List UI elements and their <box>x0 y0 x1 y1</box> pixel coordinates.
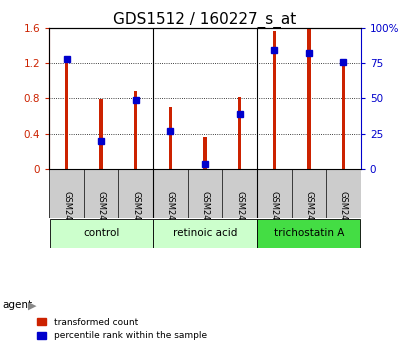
Legend: transformed count, percentile rank within the sample: transformed count, percentile rank withi… <box>37 318 206 341</box>
Bar <box>306 29 310 169</box>
Text: GSM24145: GSM24145 <box>234 191 243 237</box>
Text: control: control <box>83 228 119 238</box>
Text: GSM24146: GSM24146 <box>269 191 278 237</box>
Bar <box>153 219 256 248</box>
Text: agent: agent <box>2 300 32 310</box>
Bar <box>257 219 360 248</box>
Bar <box>203 137 206 169</box>
Text: GSM24055: GSM24055 <box>131 191 140 237</box>
Text: GSM24143: GSM24143 <box>166 191 175 237</box>
Text: retinoic acid: retinoic acid <box>172 228 237 238</box>
Bar <box>237 97 241 169</box>
Title: GDS1512 / 160227_s_at: GDS1512 / 160227_s_at <box>113 11 296 28</box>
Bar <box>134 91 137 169</box>
Bar <box>272 31 275 169</box>
Bar <box>65 61 68 169</box>
Text: ▶: ▶ <box>28 300 36 310</box>
Text: trichostatin A: trichostatin A <box>273 228 343 238</box>
Bar <box>49 219 152 248</box>
Bar <box>168 107 172 169</box>
Bar <box>341 63 344 169</box>
Text: GSM24054: GSM24054 <box>97 191 106 237</box>
Text: GSM24053: GSM24053 <box>62 191 71 237</box>
Text: GSM24147: GSM24147 <box>303 191 312 237</box>
Text: GSM24144: GSM24144 <box>200 191 209 237</box>
Text: GSM24148: GSM24148 <box>338 191 347 237</box>
Bar <box>99 99 103 169</box>
